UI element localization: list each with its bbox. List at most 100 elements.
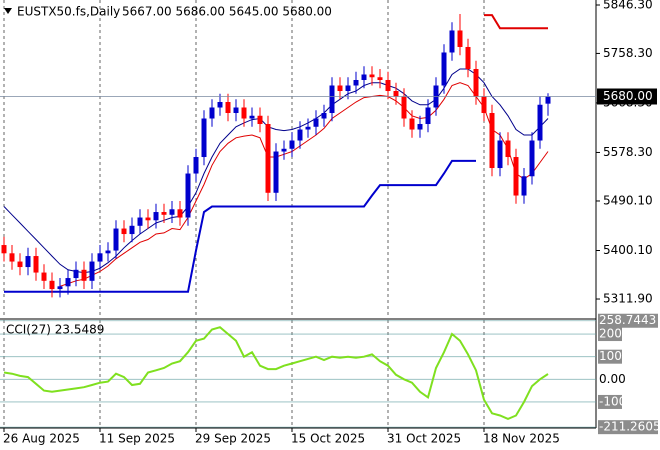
overlay-line: [3, 68, 549, 274]
candle-body: [105, 250, 111, 254]
candle-body: [9, 253, 15, 262]
candle-body: [465, 46, 471, 69]
overlay-line: [59, 82, 549, 287]
candle-body: [289, 140, 295, 149]
candle-body: [361, 74, 367, 80]
candle-body: [57, 286, 63, 290]
candle-body: [313, 118, 319, 127]
candle-body: [257, 115, 263, 125]
last-price-box: [597, 88, 657, 105]
candle-body: [369, 74, 375, 78]
y-tick-label: 5578.30: [603, 145, 653, 159]
last-price-label: 5680.00: [603, 89, 653, 103]
candle-body: [385, 79, 391, 91]
candle-body: [129, 225, 135, 235]
candle-body: [169, 209, 175, 215]
candle-body: [297, 129, 303, 141]
candle-body: [73, 269, 79, 279]
candle-body: [113, 228, 119, 251]
candle-body: [321, 113, 327, 119]
candle-body: [17, 261, 23, 268]
y-tick-label: -100: [599, 394, 626, 408]
candle-body: [185, 173, 191, 218]
candle-body: [417, 124, 423, 130]
candle-body: [1, 245, 7, 254]
candle-body: [505, 140, 511, 158]
chart-subtitle: 5667.00 5686.00 5645.00 5680.00: [122, 5, 332, 19]
x-tick-label: 18 Nov 2025: [483, 432, 560, 446]
candle-body: [281, 148, 287, 152]
chart-title: EUSTX50.fs,Daily: [17, 5, 120, 19]
candle-body: [201, 118, 207, 158]
level-label-box: [598, 420, 658, 435]
candle-body: [513, 157, 519, 196]
level-label-box: [598, 327, 622, 342]
candle-body: [377, 77, 383, 80]
candle-body: [409, 118, 415, 130]
candle-body: [305, 126, 311, 130]
candle-body: [65, 278, 71, 287]
candle-body: [457, 30, 463, 47]
title-arrow: [4, 8, 12, 14]
candle-body: [529, 140, 535, 177]
overlay-line: [4, 159, 476, 293]
candle-body: [401, 96, 407, 119]
y-tick-label: 5846.30: [603, 0, 653, 12]
candle-body: [137, 217, 143, 226]
candle-body: [209, 107, 215, 119]
y-tick-label: 5758.30: [603, 46, 653, 60]
x-tick-label: 26 Aug 2025: [3, 432, 80, 446]
candle-body: [481, 96, 487, 114]
y-tick-label: 100: [599, 349, 622, 363]
candle-body: [329, 85, 335, 114]
y-tick-label: -211.2605: [599, 420, 660, 434]
candle-body: [25, 256, 31, 268]
x-tick-label: 29 Sep 2025: [195, 432, 271, 446]
candle-body: [177, 209, 183, 218]
indicator-title: CCI(27) 23.5489: [6, 323, 104, 337]
candle-body: [393, 90, 399, 97]
candle-body: [489, 113, 495, 169]
candle-body: [225, 102, 231, 114]
candle-body: [89, 261, 95, 281]
candle-body: [217, 102, 223, 108]
candle-body: [233, 107, 239, 114]
candle-body: [145, 217, 151, 221]
candle-body: [193, 157, 199, 174]
candle-body: [473, 68, 479, 97]
x-tick-label: 15 Oct 2025: [291, 432, 365, 446]
candle-body: [537, 104, 543, 141]
y-tick-label: 0.00: [599, 372, 626, 386]
candle-body: [81, 269, 87, 281]
candle-body: [33, 256, 39, 273]
candle-body: [161, 212, 167, 215]
candle-body: [497, 140, 503, 169]
overlay-line: [484, 14, 548, 30]
candle-body: [265, 124, 271, 193]
y-tick-label: 5311.90: [603, 292, 653, 306]
y-tick-label: 5490.10: [603, 193, 653, 207]
level-label-box: [598, 349, 622, 364]
y-tick-label: 5400.10: [603, 243, 653, 257]
candle-body: [337, 85, 343, 91]
candle-body: [449, 30, 455, 53]
candle-body: [153, 212, 159, 221]
y-tick-label: 200: [599, 327, 622, 341]
candle-body: [441, 52, 447, 86]
candle-body: [353, 79, 359, 86]
candle-body: [521, 176, 527, 196]
candle-body: [545, 96, 551, 104]
y-tick-label: 258.7443: [599, 313, 656, 327]
candle-body: [41, 272, 47, 281]
x-tick-label: 31 Oct 2025: [387, 432, 461, 446]
candle-body: [249, 115, 255, 119]
candle-body: [273, 151, 279, 193]
x-tick-label: 11 Sep 2025: [99, 432, 175, 446]
cci-line: [3, 326, 549, 420]
candle-body: [97, 253, 103, 262]
candle-body: [49, 280, 55, 290]
candle-body: [241, 107, 247, 119]
